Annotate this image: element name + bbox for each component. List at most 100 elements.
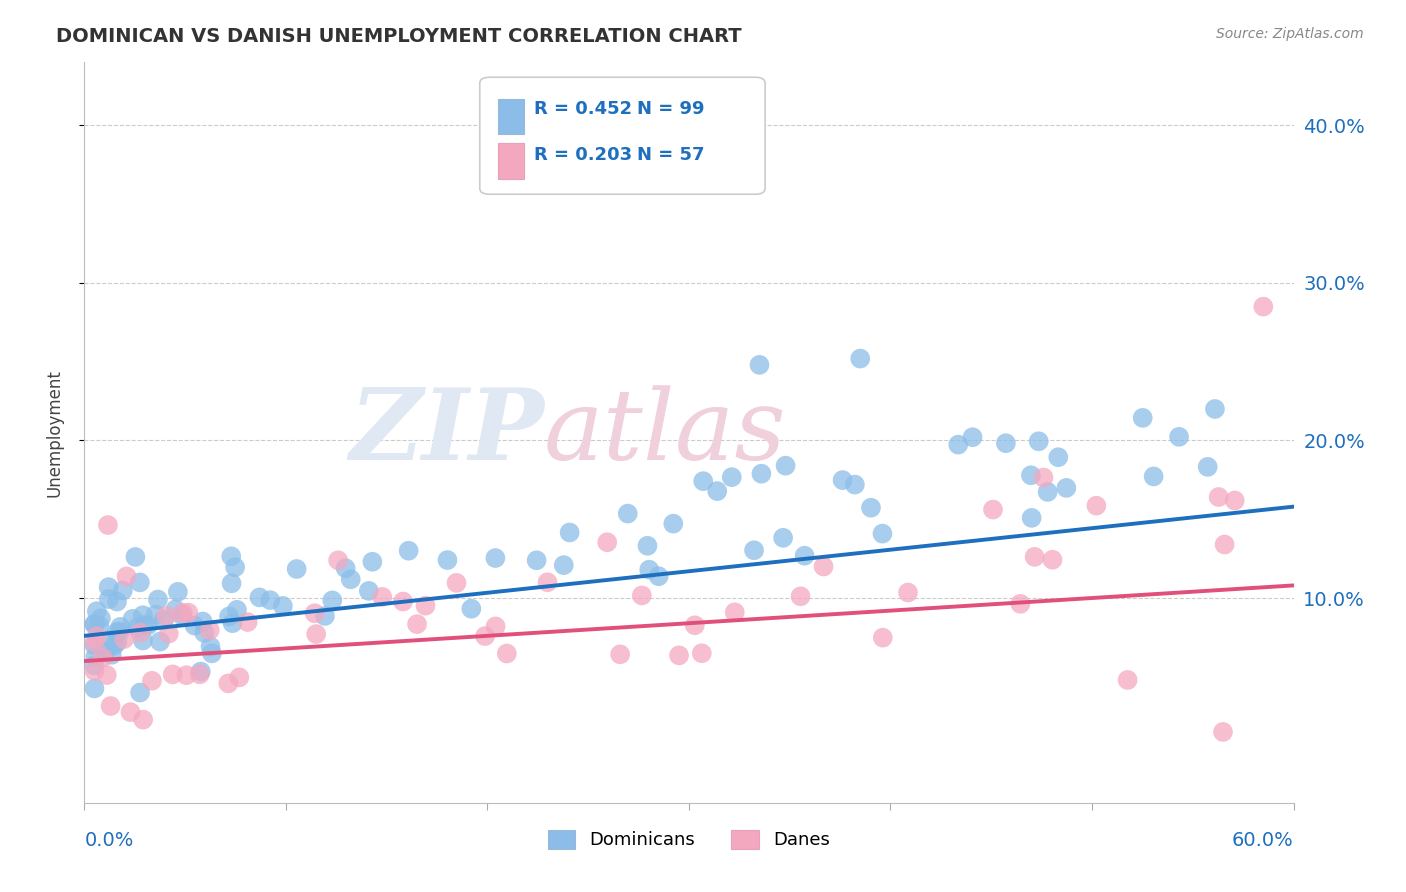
Point — [484, 551, 506, 566]
FancyBboxPatch shape — [479, 78, 765, 194]
Point — [176, 668, 198, 682]
Point — [631, 589, 654, 603]
Point — [1010, 597, 1032, 611]
Point — [1042, 552, 1064, 566]
Point — [789, 590, 811, 604]
Point — [793, 549, 815, 563]
Point — [83, 616, 105, 631]
Point — [249, 591, 271, 605]
Point — [105, 635, 128, 649]
Point — [132, 713, 155, 727]
Point — [361, 555, 384, 569]
Point — [221, 616, 243, 631]
Point — [962, 430, 984, 444]
Point — [128, 575, 150, 590]
Point — [172, 606, 194, 620]
Point — [748, 358, 770, 372]
Point — [83, 681, 105, 696]
Point — [724, 605, 747, 619]
Point — [115, 569, 138, 583]
Point — [221, 576, 243, 591]
Point — [111, 583, 134, 598]
Point — [357, 583, 380, 598]
Point — [1212, 725, 1234, 739]
Point — [90, 611, 112, 625]
Point — [132, 608, 155, 623]
Point — [97, 518, 120, 533]
Point — [83, 635, 105, 649]
Text: 0.0%: 0.0% — [84, 831, 134, 850]
Point — [218, 609, 240, 624]
Point — [177, 606, 200, 620]
Point — [553, 558, 575, 573]
Point — [596, 535, 619, 549]
Point — [436, 553, 458, 567]
Point — [108, 624, 131, 639]
Point — [97, 592, 120, 607]
Point — [844, 477, 866, 491]
Point — [994, 436, 1017, 450]
Point — [948, 437, 970, 451]
Point — [236, 615, 259, 629]
Point — [326, 553, 349, 567]
Point — [609, 648, 631, 662]
Point — [335, 561, 357, 575]
Text: atlas: atlas — [544, 385, 786, 480]
Point — [647, 569, 669, 583]
Point — [415, 599, 437, 613]
Point — [217, 676, 239, 690]
FancyBboxPatch shape — [498, 143, 524, 178]
Point — [1197, 459, 1219, 474]
Point — [460, 601, 482, 615]
Point — [94, 645, 117, 659]
Point — [558, 525, 581, 540]
Point — [198, 623, 221, 637]
Point — [89, 619, 111, 633]
Point — [100, 699, 122, 714]
Point — [84, 649, 107, 664]
Point — [872, 631, 894, 645]
Point — [339, 572, 361, 586]
Point — [392, 594, 415, 608]
Point — [183, 618, 205, 632]
Point — [1253, 300, 1275, 314]
Point — [259, 593, 281, 607]
Point — [406, 617, 429, 632]
Y-axis label: Unemployment: Unemployment — [45, 368, 63, 497]
Point — [201, 646, 224, 660]
Point — [1204, 402, 1226, 417]
Point — [100, 648, 122, 662]
Point — [1223, 493, 1246, 508]
Text: N = 99: N = 99 — [637, 100, 704, 118]
Point — [191, 615, 214, 629]
Point — [193, 625, 215, 640]
Point — [129, 625, 152, 640]
Point — [398, 543, 420, 558]
Point — [446, 575, 468, 590]
Point — [1085, 499, 1108, 513]
Point — [751, 467, 773, 481]
Point — [683, 618, 706, 632]
Point — [1054, 481, 1077, 495]
Point — [526, 553, 548, 567]
Point — [304, 606, 326, 620]
Point — [224, 560, 246, 574]
Point — [662, 516, 685, 531]
Point — [1208, 490, 1230, 504]
Point — [314, 609, 336, 624]
Point — [105, 625, 128, 640]
Point — [83, 638, 105, 652]
Point — [112, 632, 135, 646]
Point — [1047, 450, 1070, 465]
Point — [96, 668, 118, 682]
Point — [305, 627, 328, 641]
Point — [127, 620, 149, 634]
Point — [536, 575, 558, 590]
Point — [849, 351, 872, 366]
Point — [371, 590, 394, 604]
Point — [136, 618, 159, 632]
Text: ZIP: ZIP — [349, 384, 544, 481]
Point — [484, 619, 506, 633]
Point — [706, 484, 728, 499]
Point — [668, 648, 690, 663]
